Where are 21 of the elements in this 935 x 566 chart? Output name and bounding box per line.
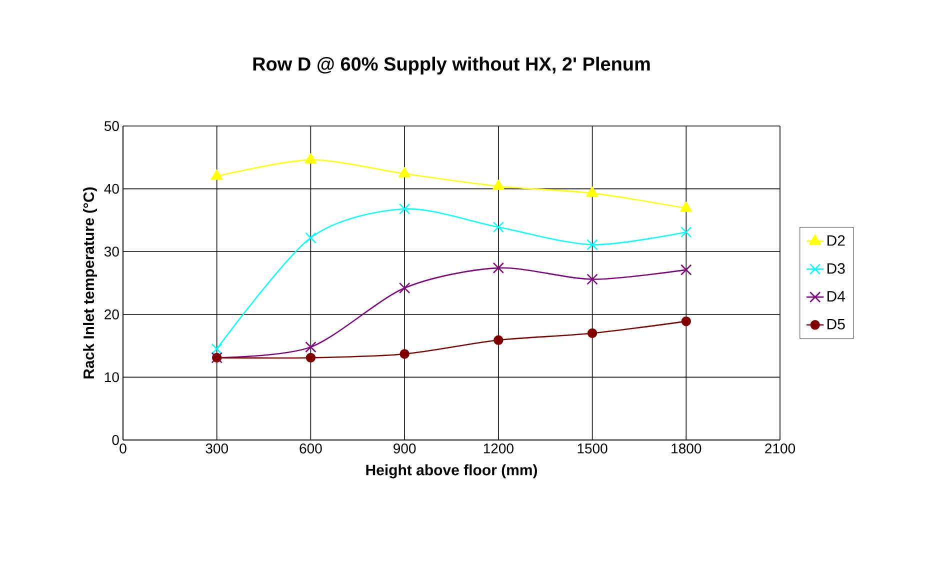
y-tick-label: 0 <box>112 435 119 445</box>
y-tick-label: 50 <box>104 121 119 131</box>
x-tick-label: 300 <box>206 444 228 454</box>
chart-title: Row D @ 60% Supply without HX, 2' Plenum <box>253 56 650 74</box>
x-tick-label: 1800 <box>672 444 702 454</box>
x-tick-label: 900 <box>394 444 416 454</box>
legend-label: D4 <box>828 291 846 302</box>
x-axis-title: Height above floor (mm) <box>366 464 538 478</box>
legend-label: D3 <box>828 263 845 274</box>
x-tick-label: 1500 <box>578 444 608 454</box>
y-tick-label: 30 <box>104 246 119 257</box>
legend-label: D5 <box>828 318 845 330</box>
x-tick-label: 600 <box>300 444 322 454</box>
y-tick-label: 20 <box>104 309 119 320</box>
y-axis-title: Rack Inlet temperature (°C) <box>83 187 98 378</box>
y-tick-label: 40 <box>104 184 119 194</box>
y-tick-label: 10 <box>104 372 119 382</box>
x-tick-label: 1200 <box>484 444 514 454</box>
x-tick-label: 2100 <box>765 444 796 454</box>
x-tick-label: 0 <box>120 444 126 454</box>
legend-label: D2 <box>828 235 845 246</box>
